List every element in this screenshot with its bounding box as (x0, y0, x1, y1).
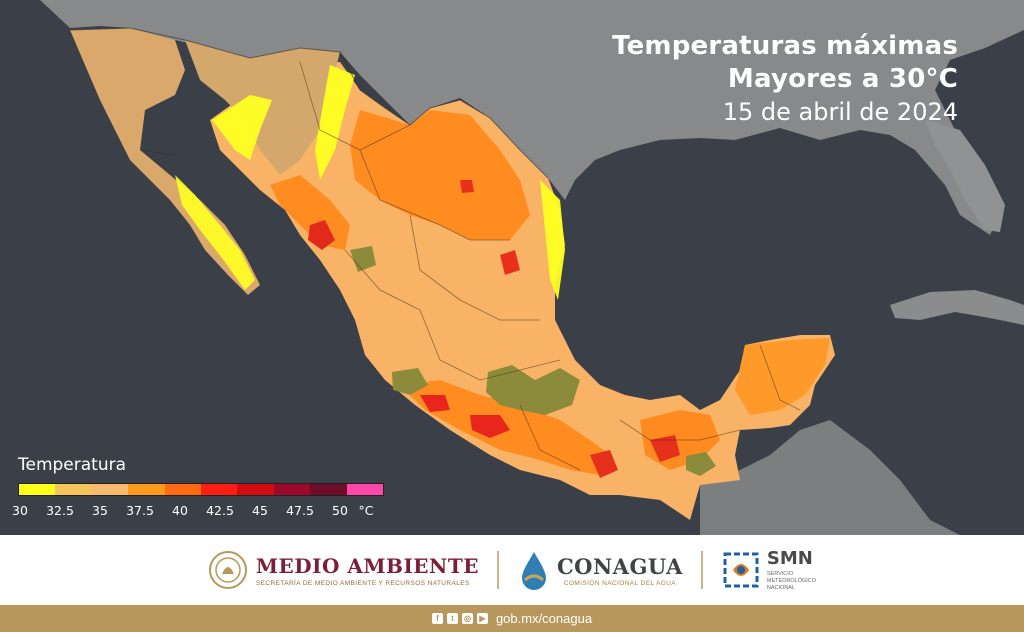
border-line (69, 27, 549, 179)
legend-tick-label: 30 (12, 503, 28, 518)
legend-swatch (346, 484, 384, 495)
smn-title: SMN (766, 548, 813, 569)
legend-tick-label: 35 (92, 503, 108, 518)
zone-cool-durango (350, 246, 376, 272)
zone-red-guerrero (470, 415, 510, 438)
state-borders (139, 61, 801, 471)
social-icons: f t ◎ ▶ (431, 613, 488, 624)
medio-ambiente-title: MEDIO AMBIENTE (255, 553, 479, 578)
map-graphic (40, 0, 1024, 535)
legend-ticks: 30 32.5 35 37.5 40 42.5 45 47.5 50 °C (12, 503, 384, 521)
central-america (700, 420, 960, 535)
conagua-logo: CONAGUA COMISIÓN NACIONAL DEL AGUA (517, 550, 683, 590)
legend-swatch (237, 484, 274, 495)
legend-tick-label: 40 (172, 503, 188, 518)
zone-red-oaxaca (590, 450, 618, 478)
legend-swatch (19, 484, 56, 495)
legend-tick-label: °C (358, 503, 374, 518)
temperature-map: Temperaturas máximas Mayores a 30°C 15 d… (0, 0, 1024, 535)
florida (925, 120, 1005, 232)
legend-swatch (55, 484, 92, 495)
smn-subtitle-line: METEOROLÓGICO (766, 578, 817, 584)
twitter-icon[interactable]: t (446, 613, 458, 624)
legend-color-bar (18, 483, 384, 496)
medio-ambiente-subtitle: SECRETARÍA DE MEDIO AMBIENTE Y RECURSOS … (255, 579, 470, 587)
instagram-icon[interactable]: ◎ (461, 613, 473, 624)
zone-cool-chiapas (686, 452, 716, 476)
legend-swatch (273, 484, 311, 495)
logo-separator (700, 551, 703, 589)
temperature-legend: Temperatura 30 32.5 35 37.5 40 42.5 45 47.5 50 °C (12, 455, 384, 521)
title-line-1: Temperaturas máximas (612, 31, 958, 61)
legend-title: Temperatura (18, 455, 127, 475)
smn-subtitle-line: NACIONAL (766, 585, 795, 591)
footer-bar: f t ◎ ▶ gob.mx/conagua (0, 605, 1024, 632)
mexico-seal-icon (208, 551, 247, 589)
zone-yellow-sinaloa (212, 95, 272, 160)
zone-cool-central (486, 365, 580, 415)
smn-subtitle: SERVICIO METEOROLÓGICO NACIONAL (767, 571, 816, 592)
legend-tick-label: 47.5 (286, 503, 314, 518)
zone-orange-chihuahua (350, 110, 530, 240)
zone-red-michoacan (420, 395, 450, 412)
conagua-title: CONAGUA (556, 553, 683, 579)
zone-orange-yucatan (735, 338, 830, 415)
legend-swatch (164, 484, 202, 495)
legend-swatch (310, 484, 347, 495)
legend-tick-label: 42.5 (206, 503, 234, 518)
zone-red-nuevo-leon (500, 250, 520, 275)
usa-land (40, 0, 1024, 235)
medio-ambiente-logo: MEDIO AMBIENTE SECRETARÍA DE MEDIO AMBIE… (208, 550, 479, 590)
smn-subtitle-line: SERVICIO (766, 571, 794, 577)
legend-tick-label: 32.5 (46, 503, 74, 518)
legend-tick-label: 45 (252, 503, 268, 518)
youtube-icon[interactable]: ▶ (476, 613, 488, 624)
zone-red-sinaloa (308, 220, 335, 250)
conagua-subtitle: COMISIÓN NACIONAL DEL AGUA (563, 579, 676, 587)
title-block: Temperaturas máximas Mayores a 30°C 15 d… (612, 30, 958, 128)
title-line-2: Mayores a 30°C (727, 64, 958, 94)
zone-red-chiapas (650, 435, 680, 462)
smn-emblem-icon (723, 552, 759, 588)
date-line: 15 de abril de 2024 (722, 98, 958, 126)
zone-yellow-gulf (540, 180, 565, 300)
footer-url[interactable]: gob.mx/conagua (495, 611, 593, 626)
legend-swatch (91, 484, 129, 495)
cuba (890, 290, 1024, 325)
facebook-icon[interactable]: f (431, 613, 443, 624)
zone-yellow-baja (175, 175, 255, 290)
legend-swatch (128, 484, 165, 495)
logo-bar: MEDIO AMBIENTE SECRETARÍA DE MEDIO AMBIE… (0, 535, 1024, 605)
water-drop-icon (521, 552, 546, 590)
zone-cool-michoacan (392, 368, 428, 395)
legend-swatch (201, 484, 238, 495)
logo-separator (496, 551, 499, 589)
legend-tick-label: 50 (332, 503, 348, 518)
smn-logo: SMN SERVICIO METEOROLÓGICO NACIONAL (721, 548, 816, 592)
legend-tick-label: 37.5 (126, 503, 154, 518)
zone-red-coahuila (460, 180, 474, 193)
zone-yellow-north (315, 65, 355, 180)
